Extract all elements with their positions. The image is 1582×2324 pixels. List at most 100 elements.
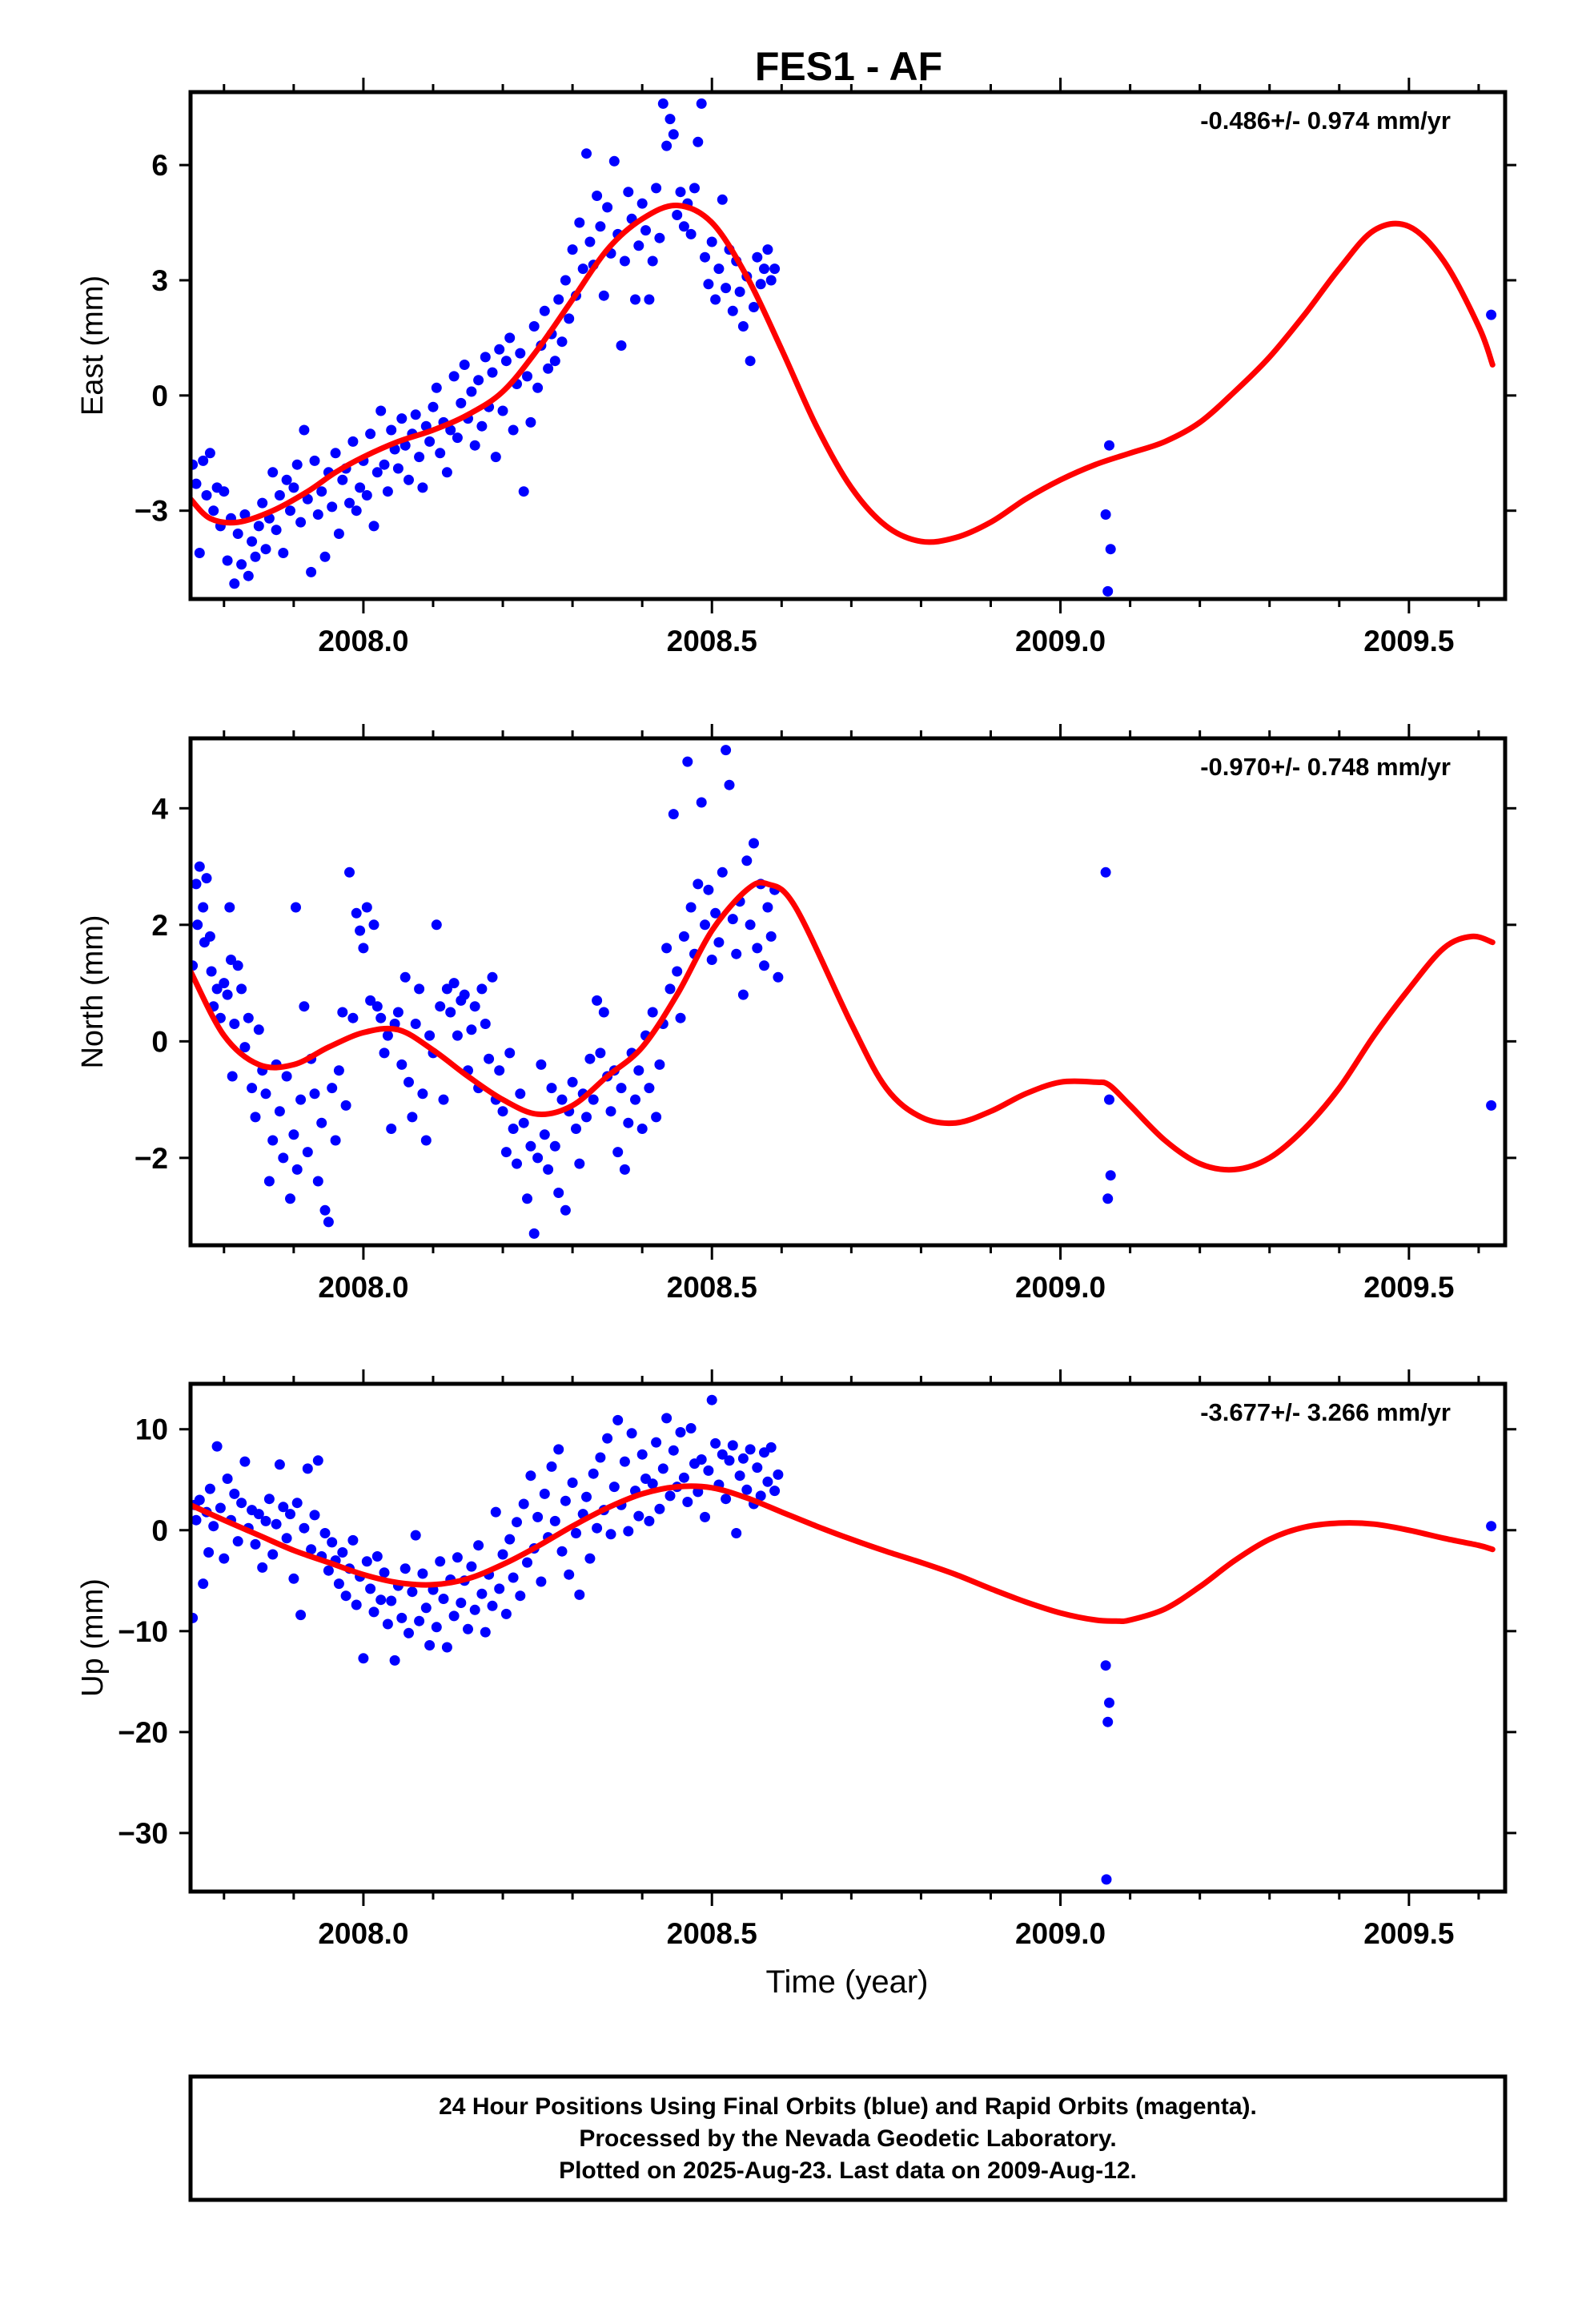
north-rate-annotation: -0.970+/- 0.748 mm/yr xyxy=(1200,753,1451,781)
up-data-point xyxy=(665,1490,676,1502)
up-fit-curve xyxy=(191,1483,1496,1625)
north-data-point xyxy=(285,1193,295,1204)
north-data-point xyxy=(556,1094,568,1105)
up-data-point xyxy=(319,1528,331,1538)
up-data-point xyxy=(400,1563,411,1574)
north-data-point xyxy=(435,1001,446,1012)
up-data-point xyxy=(410,1530,421,1541)
north-data-point xyxy=(741,855,753,866)
east-data-point xyxy=(640,225,651,236)
up-data-point xyxy=(522,1557,532,1568)
north-data-point xyxy=(672,966,683,977)
east-data-point xyxy=(302,493,313,505)
north-data-point xyxy=(371,1001,383,1012)
up-data-point xyxy=(584,1553,596,1564)
north-plot-frame xyxy=(188,736,1508,1248)
north-data-point xyxy=(337,1007,348,1018)
up-x-tick-label: 2009.5 xyxy=(1363,1917,1454,1950)
north-data-point xyxy=(528,1228,540,1239)
east-data-point xyxy=(1104,440,1114,451)
north-data-point xyxy=(224,902,235,913)
east-data-point xyxy=(759,263,769,275)
north-data-point xyxy=(668,809,679,820)
east-data-point xyxy=(644,294,655,305)
north-data-point xyxy=(201,873,212,884)
up-data-point xyxy=(382,1618,393,1630)
east-data-point xyxy=(518,486,529,497)
up-data-point xyxy=(327,1537,338,1548)
up-data-point xyxy=(623,1526,634,1537)
east-data-point xyxy=(327,501,338,513)
north-data-point xyxy=(274,1106,285,1117)
east-data-point xyxy=(693,136,704,147)
east-data-point xyxy=(333,529,344,539)
north-data-point xyxy=(448,978,460,989)
east-data-point xyxy=(556,336,568,348)
north-data-point xyxy=(302,1147,313,1158)
east-data-point xyxy=(504,332,516,344)
up-data-point xyxy=(773,1469,784,1480)
east-data-point xyxy=(347,436,359,447)
east-y-axis-label: East (mm) xyxy=(76,275,110,416)
east-data-point xyxy=(543,363,554,374)
up-data-point xyxy=(438,1594,449,1604)
east-data-point xyxy=(410,409,421,420)
up-data-point xyxy=(291,1498,303,1509)
north-data-point xyxy=(219,978,230,989)
up-data-point xyxy=(274,1459,285,1470)
up-data-point xyxy=(285,1509,295,1520)
north-data-point xyxy=(351,907,362,919)
north-data-point xyxy=(512,1158,522,1169)
east-data-point xyxy=(417,482,428,493)
up-data-point xyxy=(574,1589,585,1600)
up-data-point xyxy=(312,1455,323,1466)
north-data-point xyxy=(518,1117,529,1128)
up-y-tick-label: 0 xyxy=(151,1514,168,1547)
north-data-point xyxy=(487,971,498,983)
up-x-tick-label: 2008.5 xyxy=(667,1917,757,1950)
up-data-point xyxy=(371,1551,383,1562)
up-data-point xyxy=(219,1553,230,1564)
up-data-point xyxy=(605,1529,616,1540)
up-data-point xyxy=(657,1463,669,1474)
east-data-point xyxy=(608,155,620,167)
up-data-point xyxy=(222,1474,233,1484)
up-data-point xyxy=(480,1626,491,1638)
east-data-point xyxy=(316,486,327,497)
up-data-point xyxy=(309,1510,320,1521)
north-data-point xyxy=(571,1124,581,1134)
up-data-point xyxy=(236,1498,247,1509)
north-data-point xyxy=(592,995,603,1006)
east-data-point xyxy=(278,548,289,558)
up-data-point xyxy=(469,1604,480,1615)
up-data-point xyxy=(668,1445,679,1456)
up-data-point xyxy=(602,1433,613,1444)
up-plot-frame xyxy=(188,1381,1508,1894)
up-data-point xyxy=(424,1640,436,1651)
east-data-point xyxy=(689,183,700,194)
east-data-point xyxy=(515,348,526,359)
east-panel: −3 0 3 6 2008.0 2008.5 2009.0 2009.5 East (mm) -0… xyxy=(76,78,1516,657)
north-data-point xyxy=(365,995,376,1006)
east-data-point xyxy=(319,551,331,562)
up-data-point xyxy=(532,1511,544,1522)
up-data-point xyxy=(654,1503,665,1514)
east-data-point xyxy=(392,463,404,474)
up-data-point xyxy=(417,1568,428,1579)
north-data-point xyxy=(309,1088,320,1100)
up-data-point xyxy=(194,1494,205,1506)
east-data-point xyxy=(232,529,243,539)
east-data-point xyxy=(459,360,470,370)
up-data-point xyxy=(500,1608,512,1619)
up-data-point xyxy=(734,1470,745,1482)
north-data-point xyxy=(424,1030,436,1041)
up-data-point xyxy=(379,1567,390,1578)
up-data-point xyxy=(755,1490,766,1502)
up-data-point xyxy=(700,1511,710,1522)
up-data-point xyxy=(633,1510,644,1522)
east-data-point xyxy=(351,505,362,517)
east-data-point xyxy=(306,566,317,577)
east-data-point xyxy=(1105,544,1116,555)
north-data-point xyxy=(333,1065,344,1076)
east-data-point xyxy=(194,548,205,558)
